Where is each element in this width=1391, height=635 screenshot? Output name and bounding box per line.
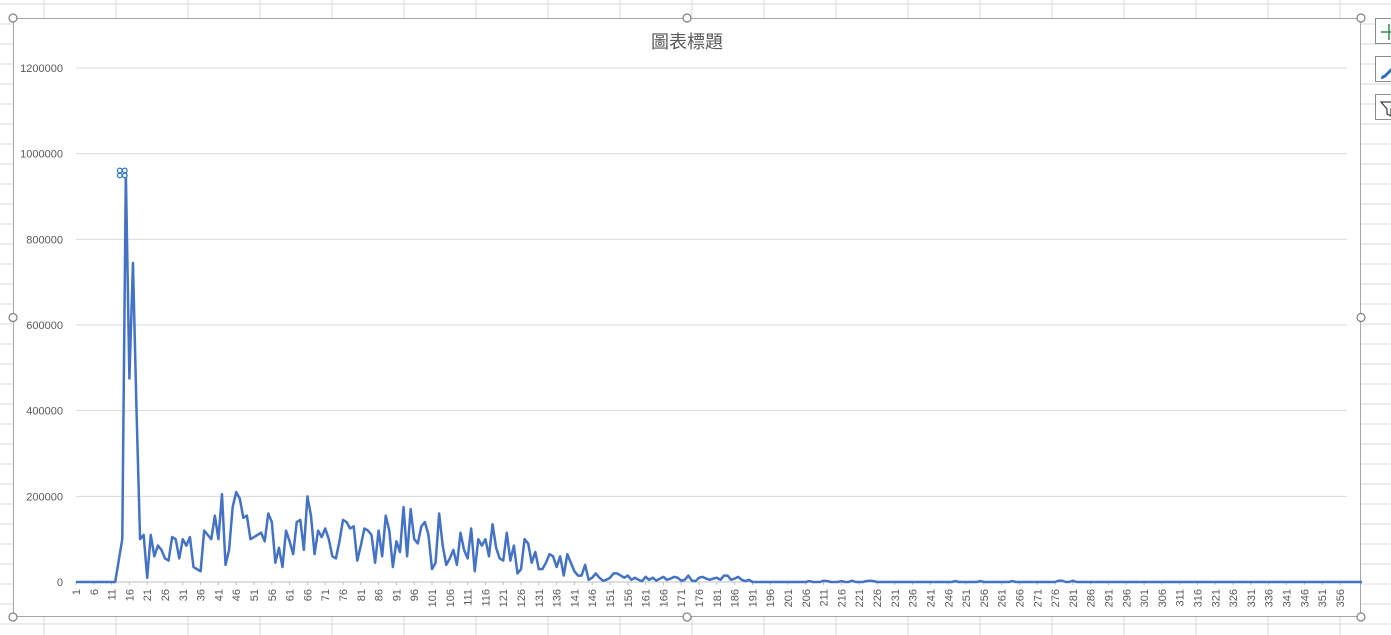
x-tick-label: 341 [1281, 589, 1293, 607]
x-tick-label: 46 [231, 589, 243, 601]
x-tick-label: 246 [943, 589, 955, 607]
x-tick-label: 141 [569, 589, 581, 607]
x-tick-label: 356 [1335, 589, 1347, 607]
x-tick-label: 116 [480, 589, 492, 607]
x-tick-label: 151 [605, 589, 617, 607]
chart-title[interactable]: 圖表標題 [651, 32, 723, 53]
x-tick-label: 271 [1032, 589, 1044, 607]
x-tick-label: 241 [925, 589, 937, 607]
x-tick-label: 321 [1210, 589, 1222, 607]
x-tick-label: 181 [712, 589, 724, 607]
x-tick-label: 216 [836, 589, 848, 607]
y-tick-label: 400000 [26, 406, 63, 418]
series-line[interactable] [76, 171, 1362, 584]
x-tick-label: 26 [160, 589, 172, 601]
x-tick-label: 231 [890, 589, 902, 607]
x-tick-label: 316 [1192, 589, 1204, 607]
x-tick-label: 186 [730, 589, 742, 607]
y-tick-label: 1000000 [20, 149, 63, 161]
y-tick-label: 1200000 [20, 63, 63, 75]
x-tick-label: 251 [961, 589, 973, 607]
x-tick-label: 111 [463, 589, 475, 606]
x-tick-label: 306 [1157, 589, 1169, 607]
x-tick-label: 51 [249, 589, 261, 601]
x-tick-label: 296 [1121, 589, 1133, 607]
selected-point-handle[interactable] [121, 172, 128, 179]
x-tick-label: 96 [409, 589, 421, 601]
x-tick-label: 326 [1228, 589, 1240, 607]
x-tick-label: 61 [285, 589, 297, 601]
x-tick-label: 81 [356, 589, 368, 601]
chart-styles-button[interactable] [1375, 56, 1391, 82]
x-tick-label: 176 [694, 589, 706, 607]
x-tick-label: 201 [783, 589, 795, 607]
x-tick-label: 66 [302, 589, 314, 601]
chart-area[interactable]: 圖表標題 0 200000 400000 600000 800000 1000000 1200… [13, 18, 1362, 617]
x-tick-label: 131 [534, 589, 546, 607]
paintbrush-icon [1381, 68, 1391, 79]
x-tick-label: 126 [516, 589, 528, 607]
x-tick-label: 191 [747, 589, 759, 607]
x-tick-label: 36 [196, 589, 208, 601]
chart-elements-button[interactable] [1375, 18, 1391, 44]
x-tick-label: 41 [213, 589, 225, 601]
plus-icon [1381, 24, 1391, 40]
x-tick-label: 261 [997, 589, 1009, 607]
x-tick-label: 311 [1175, 589, 1187, 607]
x-tick-label: 71 [320, 589, 332, 601]
x-tick-label: 281 [1068, 589, 1080, 607]
selected-point-handle[interactable] [121, 167, 128, 174]
y-tick-label: 0 [57, 577, 63, 589]
x-tick-label: 351 [1317, 589, 1329, 607]
x-tick-label: 106 [445, 589, 457, 607]
x-tick-label: 221 [854, 589, 866, 607]
x-tick-label: 86 [374, 589, 386, 601]
x-tick-label: 291 [1103, 589, 1115, 607]
chart-filters-button[interactable] [1375, 94, 1391, 120]
x-tick-label: 286 [1086, 589, 1098, 607]
selected-point-handle[interactable] [116, 172, 123, 179]
x-tick-label: 146 [587, 589, 599, 607]
x-tick-label: 336 [1264, 589, 1276, 607]
x-tick-label: 16 [124, 589, 136, 601]
x-tick-label: 346 [1299, 589, 1311, 607]
x-tick-label: 76 [338, 589, 350, 601]
x-tick-label: 21 [142, 589, 154, 601]
x-tick-label: 226 [872, 589, 884, 607]
x-tick-label: 331 [1246, 589, 1258, 607]
x-tick-label: 6 [89, 589, 101, 595]
x-tick-label: 156 [623, 589, 635, 607]
y-tick-label: 200000 [26, 491, 63, 503]
filter-icon [1379, 101, 1391, 117]
x-tick-label: 211 [819, 589, 831, 607]
x-tick-label: 206 [801, 589, 813, 607]
x-tick-label: 301 [1139, 589, 1151, 607]
x-tick-label: 171 [676, 589, 688, 607]
x-tick-label: 56 [267, 589, 279, 601]
x-tick-label: 196 [765, 589, 777, 607]
selected-point-handle[interactable] [116, 167, 123, 174]
x-tick-label: 1 [71, 589, 83, 595]
x-tick-label: 256 [979, 589, 991, 607]
x-tick-label: 136 [552, 589, 564, 607]
x-tick-label: 266 [1014, 589, 1026, 607]
x-tick-label: 11 [107, 589, 119, 600]
line-chart: 圖表標題 0 200000 400000 600000 800000 1000000 1200… [20, 32, 1362, 607]
x-tick-label: 236 [908, 589, 920, 607]
x-tick-label: 276 [1050, 589, 1062, 607]
x-tick-label: 31 [178, 589, 190, 601]
y-tick-label: 800000 [26, 234, 63, 246]
y-tick-label: 600000 [26, 320, 63, 332]
x-tick-label: 166 [658, 589, 670, 607]
x-tick-label: 91 [391, 589, 403, 601]
x-tick-label: 161 [641, 589, 653, 607]
x-tick-label: 101 [427, 589, 439, 607]
x-tick-label: 121 [498, 589, 510, 607]
